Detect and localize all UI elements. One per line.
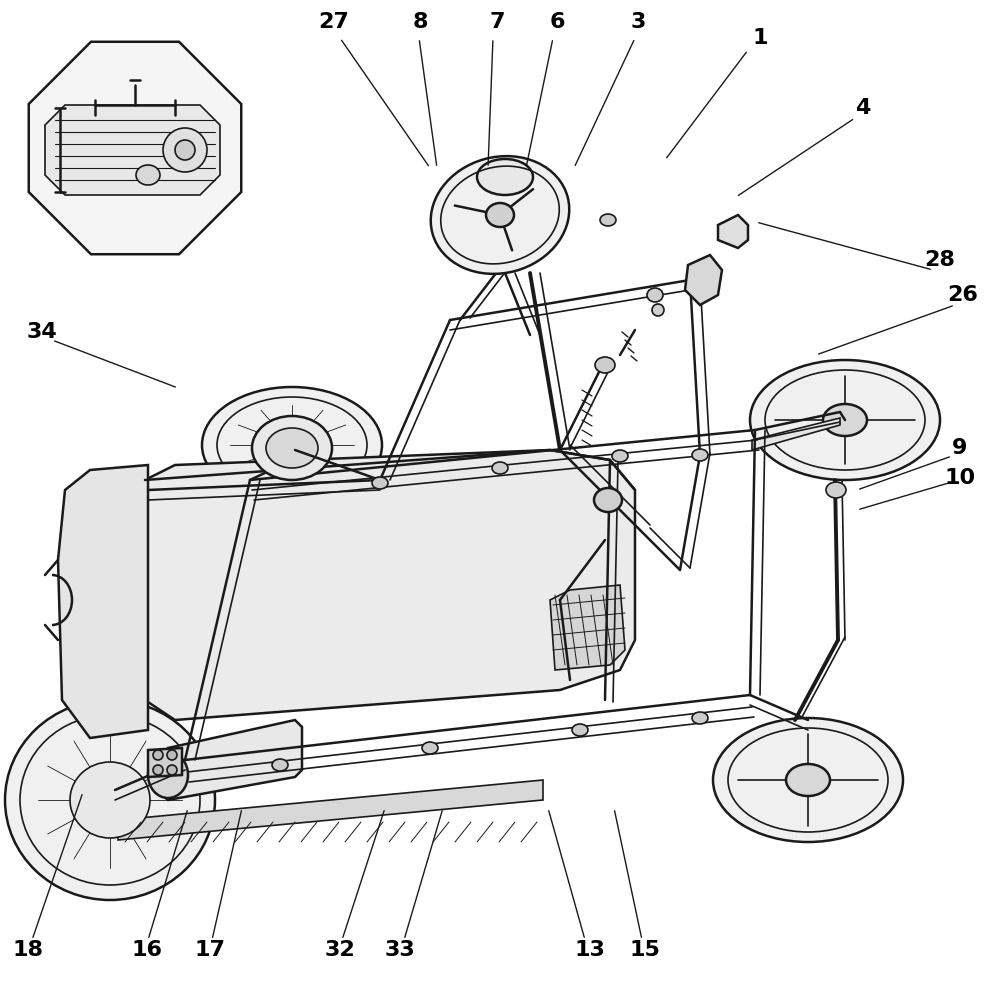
Ellipse shape: [692, 449, 708, 461]
Text: 8: 8: [412, 12, 428, 32]
Text: 18: 18: [12, 940, 44, 960]
Ellipse shape: [612, 450, 628, 462]
Text: 1: 1: [752, 28, 768, 48]
Text: 10: 10: [944, 468, 976, 488]
Text: 4: 4: [855, 98, 871, 118]
Polygon shape: [718, 215, 748, 248]
Ellipse shape: [266, 428, 318, 468]
Ellipse shape: [252, 416, 332, 480]
Text: 28: 28: [925, 250, 955, 270]
Ellipse shape: [167, 765, 177, 775]
Ellipse shape: [652, 304, 664, 316]
Polygon shape: [752, 418, 840, 450]
Ellipse shape: [826, 482, 846, 498]
Text: 16: 16: [132, 940, 162, 960]
Text: 6: 6: [549, 12, 565, 32]
Ellipse shape: [153, 750, 163, 760]
Ellipse shape: [153, 765, 163, 775]
Polygon shape: [148, 748, 182, 777]
Ellipse shape: [70, 762, 150, 838]
Ellipse shape: [713, 718, 903, 842]
Polygon shape: [29, 42, 241, 254]
Text: 7: 7: [489, 12, 505, 32]
Ellipse shape: [431, 156, 569, 274]
Text: 32: 32: [325, 940, 355, 960]
Ellipse shape: [750, 360, 940, 480]
Ellipse shape: [486, 203, 514, 227]
Text: 26: 26: [948, 285, 978, 305]
Text: 9: 9: [952, 438, 968, 458]
Ellipse shape: [257, 423, 327, 467]
Ellipse shape: [786, 764, 830, 796]
Ellipse shape: [692, 712, 708, 724]
Ellipse shape: [163, 128, 207, 172]
Ellipse shape: [647, 288, 663, 302]
Polygon shape: [45, 105, 220, 195]
Polygon shape: [58, 465, 148, 738]
Ellipse shape: [175, 140, 195, 160]
Text: 3: 3: [630, 12, 646, 32]
Ellipse shape: [5, 700, 215, 900]
Ellipse shape: [595, 357, 615, 373]
Ellipse shape: [85, 776, 135, 824]
Text: 27: 27: [319, 12, 349, 32]
Ellipse shape: [600, 214, 616, 226]
Polygon shape: [685, 255, 722, 305]
Ellipse shape: [477, 159, 533, 195]
Text: 17: 17: [194, 940, 226, 960]
Ellipse shape: [823, 404, 867, 436]
Ellipse shape: [422, 742, 438, 754]
Text: 15: 15: [630, 940, 660, 960]
Ellipse shape: [136, 165, 160, 185]
Polygon shape: [162, 720, 302, 800]
Ellipse shape: [372, 477, 388, 489]
Ellipse shape: [148, 752, 188, 798]
Ellipse shape: [594, 488, 622, 512]
Ellipse shape: [202, 387, 382, 503]
Ellipse shape: [272, 759, 288, 771]
Ellipse shape: [167, 750, 177, 760]
Text: 33: 33: [385, 940, 415, 960]
Text: 13: 13: [575, 940, 605, 960]
Polygon shape: [550, 585, 625, 670]
Polygon shape: [118, 780, 543, 840]
Ellipse shape: [272, 431, 312, 459]
Ellipse shape: [492, 462, 508, 474]
Text: 34: 34: [27, 322, 57, 342]
Polygon shape: [135, 450, 635, 720]
Ellipse shape: [572, 724, 588, 736]
